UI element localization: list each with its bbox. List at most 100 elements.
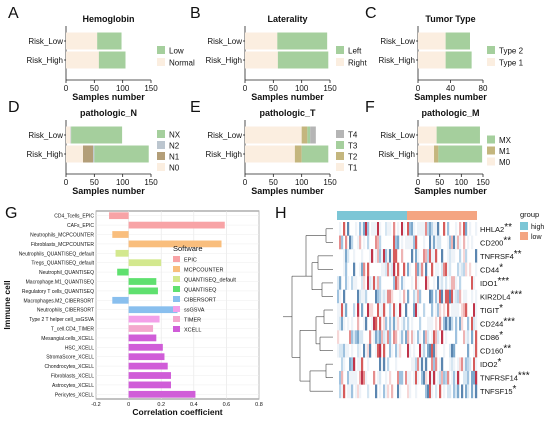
panel-h-heatmap-cell bbox=[439, 357, 442, 372]
panel-h-heatmap-cell bbox=[359, 330, 362, 345]
panel-h-heatmap-cell bbox=[431, 262, 434, 277]
panel-h-heatmap-cell bbox=[403, 316, 406, 331]
panel-h-heatmap-cell bbox=[365, 370, 368, 385]
panel-h-heatmap-cell bbox=[365, 289, 368, 304]
panel-h-heatmap-cell bbox=[427, 384, 430, 399]
panel-h-heatmap-cell bbox=[385, 330, 388, 345]
panel-h-heatmap-cell bbox=[339, 384, 342, 399]
panel-h-heatmap-cell bbox=[435, 384, 438, 399]
panel-h-heatmap-cell bbox=[407, 330, 410, 345]
panel-h-gene-label: TNFSF15* bbox=[480, 384, 517, 396]
panel-h-heatmap-cell bbox=[415, 262, 418, 277]
panel-h-heatmap-cell bbox=[361, 276, 364, 290]
panel-h-heatmap-cell bbox=[467, 330, 470, 345]
panel-h-heatmap-cell bbox=[475, 330, 478, 345]
panel-h-heatmap-cell bbox=[377, 303, 380, 317]
panel-e-legend-swatch bbox=[336, 163, 344, 171]
panel-h-heatmap-cell bbox=[437, 276, 440, 290]
panel-h-heatmap-cell bbox=[415, 370, 418, 385]
panel-g-bar bbox=[128, 353, 165, 361]
panel-h-heatmap-cell bbox=[461, 357, 464, 372]
panel-h-heatmap-cell bbox=[353, 330, 356, 345]
panel-h-heatmap-cell bbox=[415, 303, 418, 317]
panel-h-heatmap-cell bbox=[359, 357, 362, 372]
panel-h-significance: ** bbox=[503, 344, 511, 355]
panel-g-bar bbox=[109, 212, 129, 220]
panel-h-heatmap-cell bbox=[453, 289, 456, 304]
panel-h-heatmap-cell bbox=[433, 222, 436, 236]
panel-h-heatmap-cell bbox=[361, 289, 364, 304]
panel-h-heatmap-cell bbox=[361, 330, 364, 345]
panel-h-heatmap-cell bbox=[383, 289, 386, 304]
panel-h-heatmap-cell bbox=[377, 222, 380, 236]
panel-e-category-label: Risk_High bbox=[206, 150, 242, 159]
panel-g-bar-label: Chondrocytes_XCELL bbox=[45, 364, 95, 370]
panel-h-heatmap-cell bbox=[429, 235, 432, 250]
panel-h-heatmap-cell bbox=[349, 384, 352, 399]
panel-h-heatmap-cell bbox=[345, 276, 348, 290]
panel-h-heatmap-cell bbox=[391, 289, 394, 304]
panel-a-x-tick-label: 50 bbox=[90, 84, 99, 93]
panel-f-x-tick-label: 50 bbox=[435, 178, 444, 187]
panel-h-heatmap-cell bbox=[431, 384, 434, 399]
panel-g-bar-label: Macrophages.M2_CIBERSORT bbox=[24, 298, 95, 304]
panel-g-legend-label: QUANTISEQ_default bbox=[184, 278, 236, 284]
panel-h-heatmap-cell bbox=[451, 316, 454, 331]
panel-g-bar bbox=[128, 343, 163, 351]
panel-h-heatmap-cell bbox=[345, 303, 348, 317]
panel-h-heatmap-cell bbox=[449, 384, 452, 399]
panel-h-gene-label: CD244*** bbox=[480, 317, 515, 329]
panel-h-heatmap-cell bbox=[419, 316, 422, 331]
panel-h-dendrogram bbox=[283, 228, 333, 392]
panel-h-heatmap-cell bbox=[441, 262, 444, 277]
panel-h-heatmap-cell bbox=[353, 357, 356, 372]
panel-h-heatmap-cell bbox=[463, 289, 466, 304]
panel-f-legend-swatch bbox=[487, 157, 495, 166]
panel-h-heatmap-cell bbox=[373, 222, 376, 236]
panel-h-heatmap-cell bbox=[385, 370, 388, 385]
panel-h-heatmap-cell bbox=[389, 262, 392, 277]
panel-h-heatmap-cell bbox=[423, 222, 426, 236]
panel-h-heatmap-cell bbox=[395, 249, 398, 263]
panel-h-heatmap-cell bbox=[343, 249, 346, 263]
panel-h-heatmap-cell bbox=[359, 343, 362, 358]
panel-h-significance: ** bbox=[504, 222, 512, 233]
panel-h-gene-label: CD200** bbox=[480, 235, 511, 247]
panel-e-legend-label: T2 bbox=[348, 153, 358, 162]
panel-h-heatmap-cell bbox=[471, 370, 474, 385]
panel-c-category-label: Risk_Low bbox=[380, 37, 415, 46]
panel-h-heatmap-cell bbox=[393, 316, 396, 331]
panel-h-heatmap-cell bbox=[443, 289, 446, 304]
panel-d-x-tick-label: 0 bbox=[64, 178, 69, 187]
panel-h-heatmap-cell bbox=[401, 370, 404, 385]
panel-h-heatmap-cell bbox=[467, 235, 470, 250]
panel-c-x-tick-label: 40 bbox=[446, 84, 455, 93]
panel-h-significance: ** bbox=[503, 235, 511, 246]
panel-h-heatmap-cell bbox=[371, 249, 374, 263]
panel-h-heatmap-cell bbox=[429, 343, 432, 358]
panel-h-heatmap-cell bbox=[403, 289, 406, 304]
panel-h-heatmap-cell bbox=[417, 249, 420, 263]
panel-h-heatmap-cell bbox=[427, 249, 430, 263]
panel-h-heatmap-cell bbox=[447, 249, 450, 263]
panel-h-heatmap-cell bbox=[447, 384, 450, 399]
panel-h-heatmap-cell bbox=[415, 235, 418, 250]
panel-h-heatmap-cell bbox=[433, 235, 436, 250]
panel-h-heatmap-cell bbox=[433, 357, 436, 372]
panel-h-heatmap-cell bbox=[365, 222, 368, 236]
panel-h-heatmap-cell bbox=[475, 370, 478, 385]
panel-h-significance: *** bbox=[503, 317, 515, 328]
panel-d-category-label: Risk_Low bbox=[28, 131, 63, 140]
panel-h-heatmap-cell bbox=[457, 235, 460, 250]
panel-h: HHHLA2**CD200**TNFRSF4**CD44*IDO1***KIR2… bbox=[275, 205, 544, 399]
panel-h-heatmap-cell bbox=[405, 370, 408, 385]
panel-h-heatmap-cell bbox=[453, 370, 456, 385]
panel-h-heatmap-cell bbox=[377, 343, 380, 358]
panel-h-heatmap-cell bbox=[461, 262, 464, 277]
panel-h-heatmap-cell bbox=[347, 343, 350, 358]
panel-d-bar-n2 bbox=[93, 145, 95, 163]
panel-e-legend-label: T4 bbox=[348, 131, 358, 140]
panel-h-heatmap-cell bbox=[395, 343, 398, 358]
panel-h-heatmap-cell bbox=[467, 357, 470, 372]
panel-h-heatmap-cell bbox=[403, 262, 406, 277]
